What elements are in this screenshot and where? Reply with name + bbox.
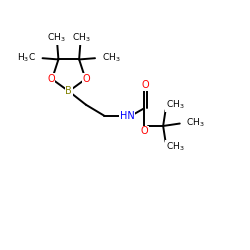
- Text: CH$_3$: CH$_3$: [48, 32, 66, 44]
- Text: B: B: [66, 86, 72, 96]
- Text: CH$_3$: CH$_3$: [166, 98, 185, 111]
- Text: CH$_3$: CH$_3$: [102, 52, 120, 64]
- Text: H$_3$C: H$_3$C: [17, 52, 36, 64]
- Text: CH$_3$: CH$_3$: [72, 32, 90, 44]
- Text: O: O: [142, 80, 149, 90]
- Text: CH$_3$: CH$_3$: [186, 117, 205, 129]
- Text: CH$_3$: CH$_3$: [166, 141, 185, 154]
- Text: O: O: [47, 74, 55, 84]
- Text: O: O: [83, 74, 90, 84]
- Text: HN: HN: [120, 111, 134, 121]
- Text: O: O: [140, 126, 148, 136]
